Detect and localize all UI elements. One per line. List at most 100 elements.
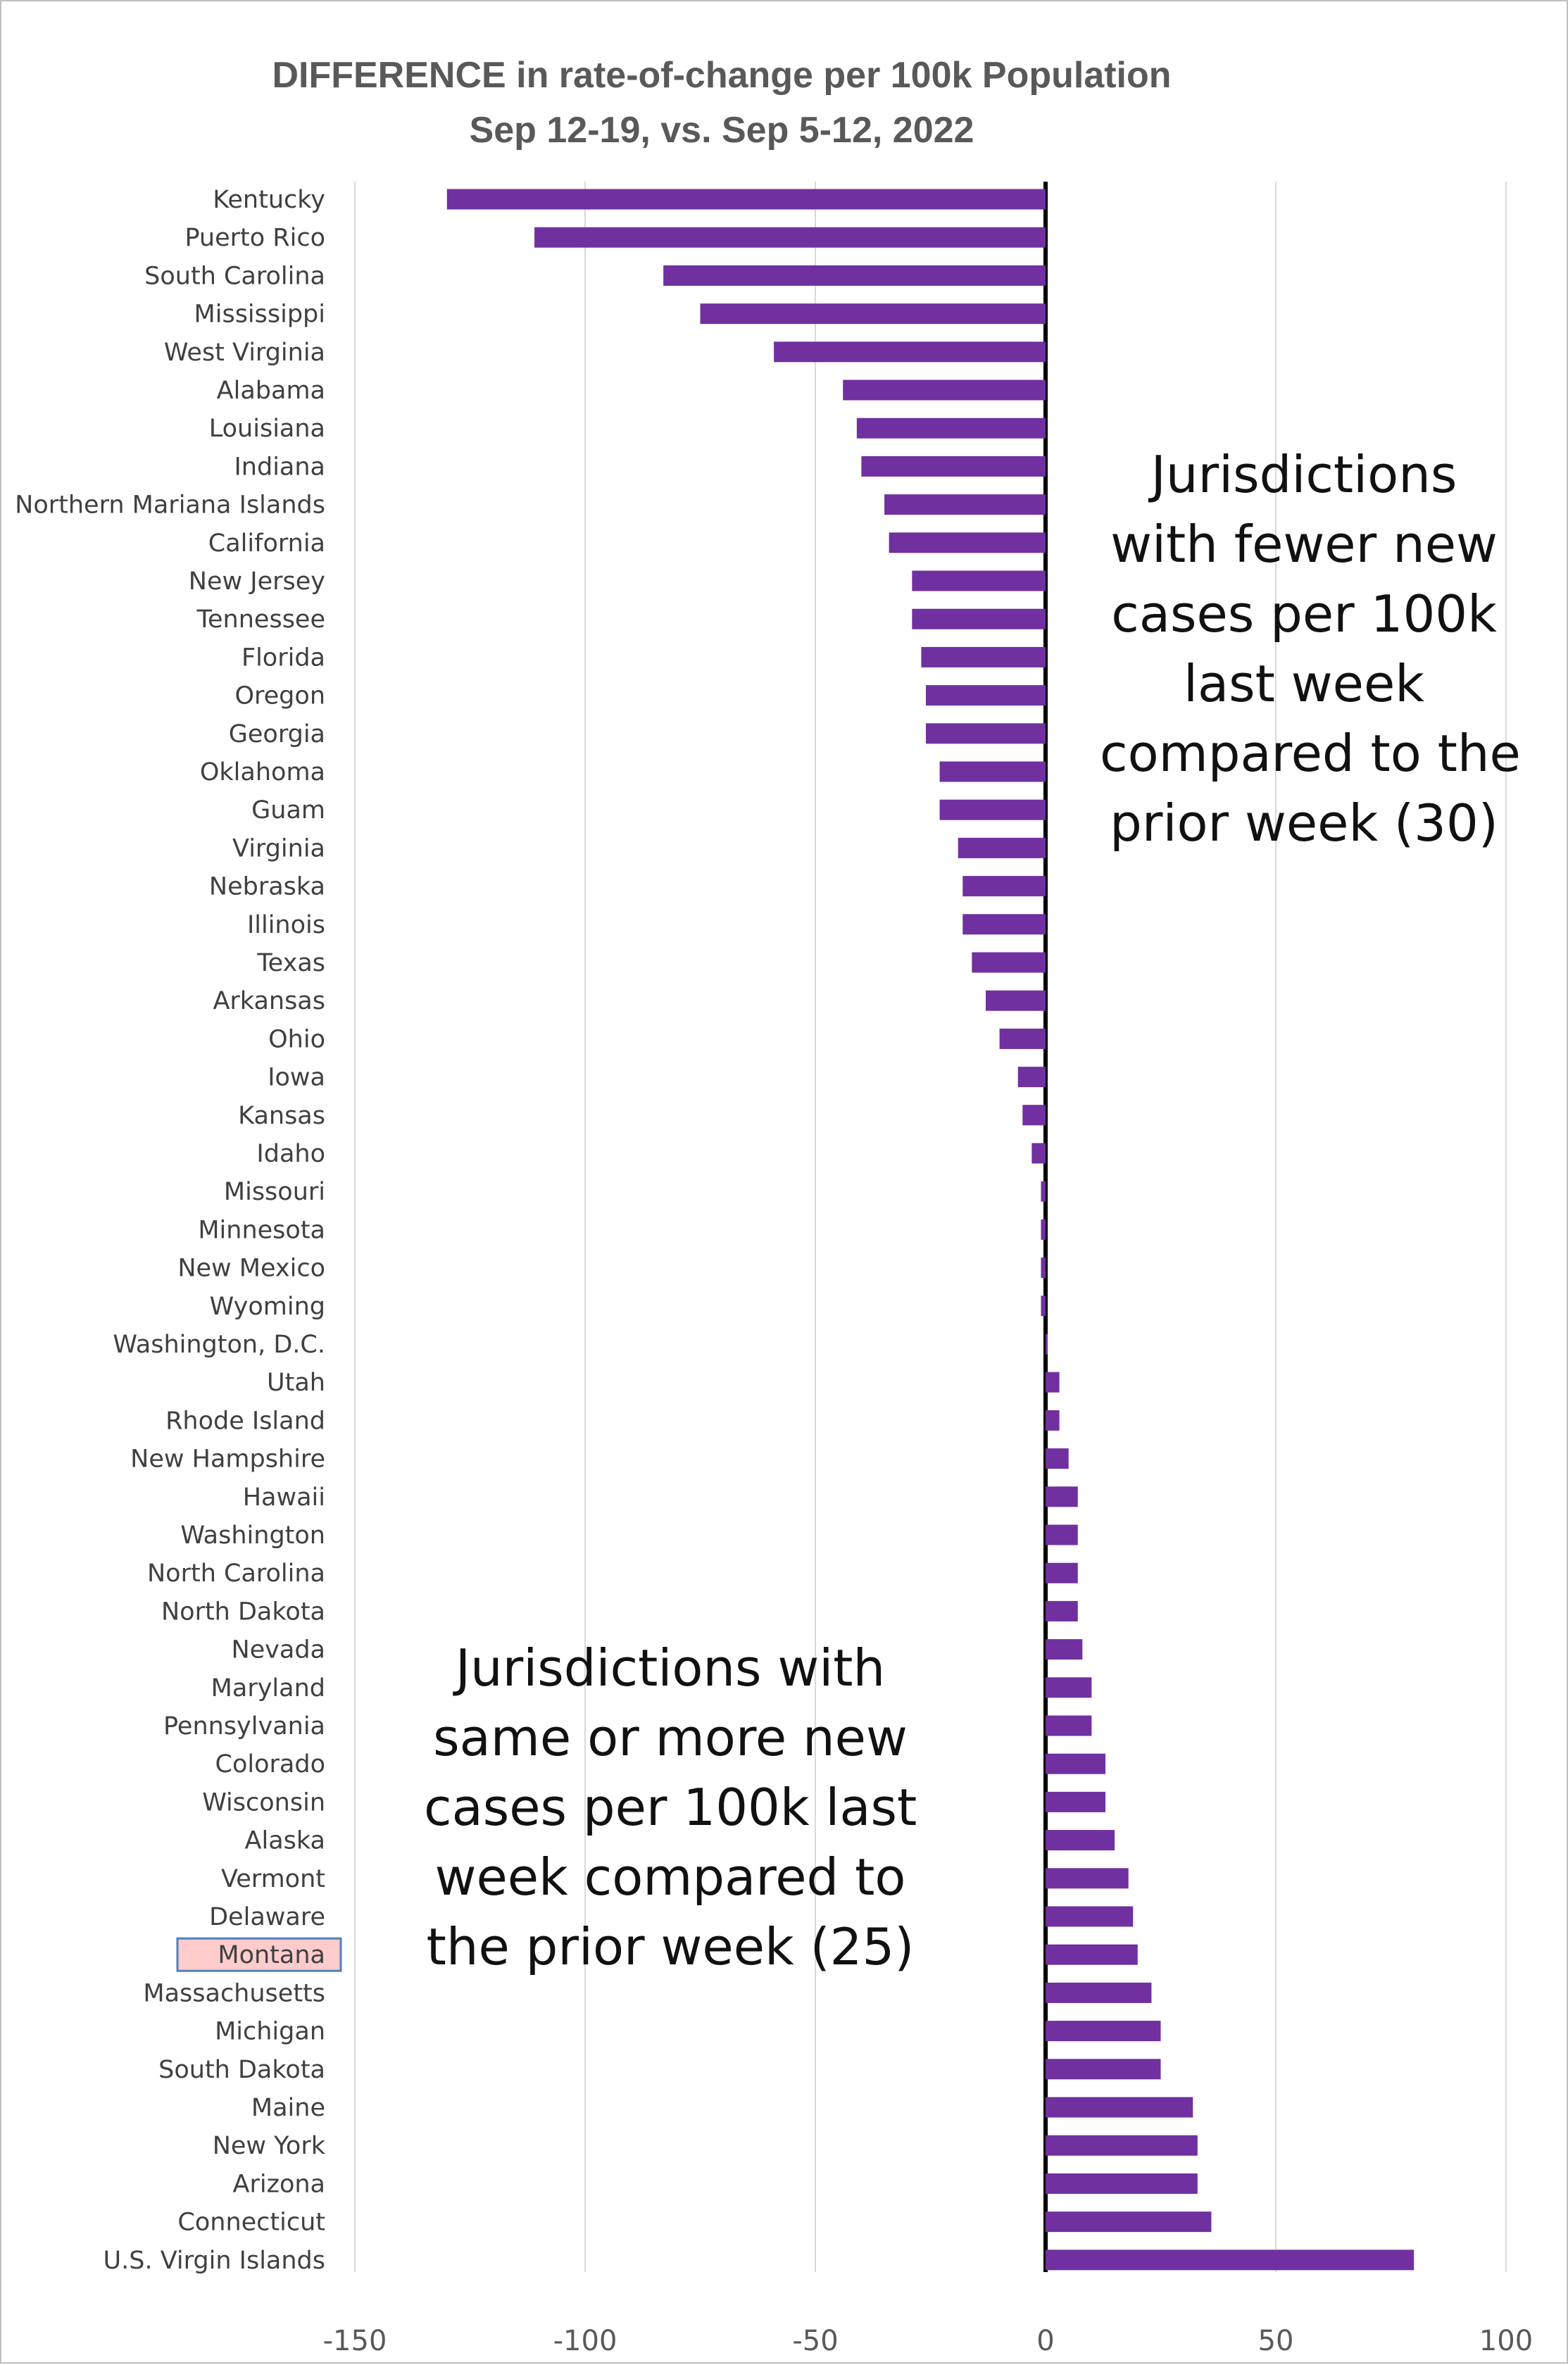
bar	[1046, 1410, 1060, 1431]
bar	[774, 341, 1046, 363]
annotation-line: same or more new	[433, 1708, 908, 1767]
bar	[1046, 1830, 1115, 1851]
category-labels: Kentucky Puerto Rico South Carolina Mississ…	[15, 186, 342, 2275]
bar	[534, 227, 1046, 248]
bar	[925, 685, 1046, 706]
category-label: U.S. Virgin Islands	[104, 2247, 326, 2275]
bar	[1046, 1562, 1078, 1583]
bar	[1041, 1219, 1046, 1240]
category-label: Washington	[180, 1522, 325, 1550]
annotation-line: with fewer new	[1110, 515, 1498, 574]
bar	[884, 494, 1046, 515]
bar	[1046, 2173, 1198, 2194]
bar	[1046, 1486, 1078, 1507]
x-tick-label: -100	[553, 2325, 617, 2357]
annotation-line: cases per 100k	[1111, 584, 1497, 644]
bar	[700, 303, 1046, 325]
category-label: Minnesota	[198, 1216, 325, 1244]
category-label: Arkansas	[213, 987, 325, 1015]
x-tick-label: -50	[792, 2325, 838, 2357]
bar	[1046, 1791, 1106, 1812]
bar	[1046, 2097, 1193, 2118]
category-label: Arizona	[233, 2170, 325, 2198]
category-label: South Carolina	[144, 262, 325, 290]
category-label: Kentucky	[213, 186, 325, 214]
category-label: Michigan	[215, 2018, 325, 2046]
bar	[856, 418, 1046, 439]
category-label: California	[208, 529, 325, 558]
highlight-box	[176, 1937, 342, 1972]
category-label: Hawaii	[243, 1483, 325, 1512]
bar	[663, 265, 1046, 286]
bar	[1046, 1906, 1134, 1927]
bar	[1046, 1372, 1060, 1393]
bar	[1041, 1181, 1046, 1202]
x-tick-label: 50	[1258, 2325, 1294, 2357]
category-label: Connecticut	[177, 2209, 325, 2237]
bar	[912, 570, 1046, 591]
category-label: Georgia	[229, 720, 325, 748]
annotation-line: last week	[1184, 654, 1424, 713]
category-label: Tennessee	[196, 606, 325, 634]
bar	[962, 876, 1046, 897]
category-label: Colorado	[215, 1750, 325, 1779]
bar	[1046, 1753, 1106, 1774]
category-label: Oregon	[234, 682, 325, 710]
annotation-line: week compared to	[434, 1848, 906, 1907]
category-label: Maryland	[211, 1674, 325, 1702]
x-axis-ticks: -150 -100 -50 0 50 100	[323, 2325, 1533, 2357]
category-label: Illinois	[247, 911, 325, 939]
bar	[972, 952, 1046, 973]
bar	[962, 914, 1046, 935]
category-label: Indiana	[234, 453, 325, 481]
x-tick-label: 100	[1479, 2325, 1533, 2357]
category-label: Wisconsin	[202, 1788, 325, 1817]
bar	[1022, 1105, 1046, 1126]
bar	[1031, 1143, 1046, 1164]
bar	[1046, 1982, 1152, 2003]
bar	[861, 456, 1046, 477]
category-label: Maine	[251, 2094, 325, 2122]
bar	[446, 189, 1046, 210]
bar	[958, 837, 1046, 858]
x-tick-label: -150	[323, 2325, 387, 2357]
category-label: Louisiana	[209, 415, 325, 443]
category-label: Texas	[256, 949, 325, 977]
annotation-line: the prior week (25)	[426, 1917, 915, 1976]
category-label: Washington, D.C.	[113, 1331, 325, 1359]
category-label: Puerto Rico	[184, 224, 325, 252]
bar	[921, 646, 1046, 667]
bar	[1017, 1067, 1046, 1088]
bar	[889, 532, 1046, 553]
category-label: Pennsylvania	[163, 1712, 325, 1740]
annotation-line: Jurisdictions	[1150, 445, 1457, 504]
category-label: Alaska	[245, 1827, 325, 1855]
bar	[939, 761, 1046, 782]
category-label: Alabama	[217, 377, 325, 405]
bar	[1041, 1257, 1046, 1279]
bar	[1046, 2212, 1212, 2233]
bar	[999, 1028, 1046, 1049]
category-label: Rhode Island	[165, 1407, 325, 1435]
bar	[1046, 1868, 1129, 1889]
category-label: New Mexico	[177, 1255, 325, 1283]
category-label: Nevada	[231, 1636, 325, 1664]
category-label: Vermont	[221, 1865, 325, 1893]
category-label: Ohio	[268, 1025, 325, 1053]
bar	[912, 608, 1046, 629]
category-label: Kansas	[238, 1102, 325, 1130]
category-label: North Carolina	[147, 1560, 325, 1588]
annotation-line: compared to the	[1100, 724, 1521, 783]
category-label: New Jersey	[189, 567, 325, 596]
category-label: Missouri	[224, 1178, 325, 1206]
category-label: North Dakota	[161, 1598, 325, 1626]
category-label: New York	[213, 2132, 326, 2160]
bar	[1046, 2059, 1161, 2080]
bar	[985, 990, 1046, 1011]
category-label: Delaware	[209, 1903, 325, 1931]
chart-subtitle: Sep 12-19, vs. Sep 5-12, 2022	[470, 110, 974, 151]
bar	[1046, 1524, 1078, 1545]
bar	[1046, 2021, 1161, 2042]
